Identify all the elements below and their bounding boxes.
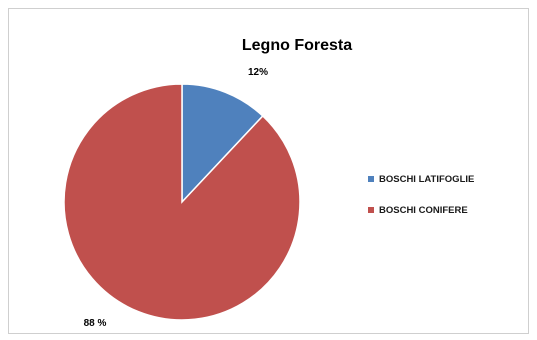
pie-slice-boschi-conifere [63, 83, 301, 321]
data-label-boschi-conifere: 88 % [84, 318, 107, 329]
legend-swatch-boschi-conifere [368, 207, 374, 213]
data-label-boschi-latifoglie: 12% [248, 67, 268, 78]
legend: BOSCHI LATIFOGLIE BOSCHI CONIFERE [368, 174, 474, 216]
legend-label-boschi-conifere: BOSCHI CONIFERE [379, 205, 468, 216]
pie-slices [63, 83, 301, 321]
chart-title: Legno Foresta [242, 37, 352, 54]
legend-label-boschi-latifoglie: BOSCHI LATIFOGLIE [379, 174, 474, 185]
pie-slice-boschi-latifoglie [181, 83, 264, 204]
legend-swatch-boschi-latifoglie [368, 176, 374, 182]
